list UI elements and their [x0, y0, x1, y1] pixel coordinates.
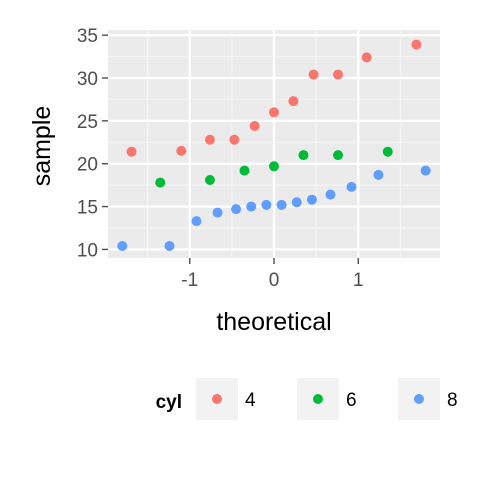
y-tick-label: 15 [77, 198, 98, 219]
y-tick-label: 30 [77, 69, 98, 90]
point-cyl-6 [204, 175, 215, 185]
point-cyl-8 [117, 241, 128, 251]
point-cyl-8 [191, 216, 202, 227]
y-tick-label: 10 [77, 240, 98, 261]
legend: cyl 4 6 8 [156, 378, 458, 420]
point-cyl-6 [239, 165, 250, 176]
legend-label-6: 6 [346, 390, 357, 411]
legend-label-8: 8 [447, 390, 458, 411]
point-cyl-6 [269, 161, 279, 172]
point-cyl-6 [155, 177, 166, 188]
point-cyl-6 [298, 150, 309, 161]
point-cyl-8 [276, 199, 287, 210]
point-cyl-4 [308, 69, 319, 80]
point-cyl-4 [204, 134, 215, 145]
point-cyl-8 [261, 199, 272, 210]
point-cyl-6 [333, 150, 344, 161]
point-cyl-8 [306, 194, 317, 205]
point-cyl-4 [411, 39, 422, 50]
legend-label-4: 4 [245, 390, 256, 411]
point-cyl-8 [212, 207, 223, 218]
point-cyl-8 [325, 189, 336, 200]
data-points [117, 39, 431, 251]
y-tick-label: 35 [77, 26, 98, 47]
x-axis-title: theoretical [216, 308, 331, 336]
point-cyl-4 [288, 96, 299, 107]
point-cyl-4 [229, 134, 240, 145]
point-cyl-4 [176, 145, 187, 156]
legend-swatch-6 [313, 394, 323, 404]
point-cyl-8 [420, 165, 431, 176]
point-cyl-4 [333, 69, 344, 80]
point-cyl-4 [126, 146, 137, 157]
point-cyl-8 [291, 197, 302, 208]
axis-ticks: -1 0 1 10 15 20 25 30 35 [77, 26, 364, 291]
point-cyl-4 [361, 52, 372, 63]
point-cyl-6 [382, 146, 393, 157]
y-tick-label: 20 [77, 155, 98, 176]
legend-title: cyl [156, 392, 182, 413]
point-cyl-8 [373, 169, 384, 180]
x-tick-label: -1 [181, 270, 198, 291]
x-tick-label: 0 [269, 270, 280, 291]
point-cyl-8 [346, 181, 357, 192]
legend-swatch-4 [212, 394, 222, 404]
point-cyl-8 [246, 201, 257, 212]
point-cyl-4 [269, 107, 279, 118]
y-axis-title: sample [28, 106, 56, 187]
y-tick-label: 25 [77, 112, 98, 133]
point-cyl-8 [164, 241, 175, 251]
legend-swatch-8 [414, 394, 424, 404]
point-cyl-4 [249, 121, 260, 131]
point-cyl-8 [231, 204, 242, 215]
x-tick-label: 1 [353, 270, 364, 291]
